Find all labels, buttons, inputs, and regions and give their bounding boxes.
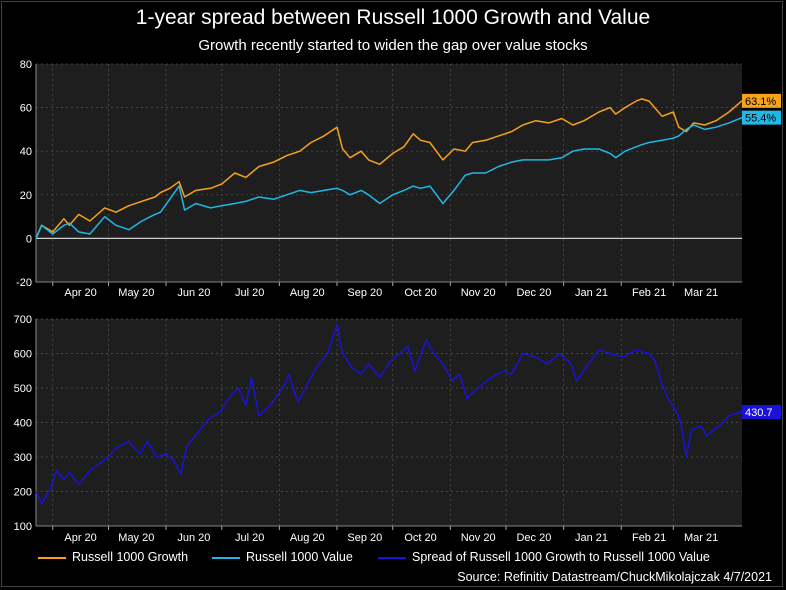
series-line-1: [35, 323, 743, 505]
x-tick-label: Jun 20: [177, 532, 210, 544]
x-tick-label: Oct 20: [404, 532, 436, 544]
panel-1: 80 60 40 20 0 -20 Apr 20 May 20 Jun 20 Jul 20 Aug …: [16, 59, 781, 299]
x-tick-label: Jan 21: [575, 532, 608, 544]
end-value-label: 55.4%: [745, 113, 776, 125]
end-value-badge: [742, 93, 781, 108]
x-tick-label: Dec 20: [516, 287, 551, 299]
x-tick-label: Apr 20: [64, 287, 96, 299]
x-tick-label: Nov 20: [461, 532, 496, 544]
x-tick-label: May 20: [118, 532, 154, 544]
y-tick-label: 60: [20, 103, 32, 115]
chart-title: 1-year spread between Russell 1000 Growt…: [135, 6, 651, 29]
legend-label-spread: Spread of Russell 1000 Growth to Russell…: [412, 550, 710, 564]
x-tick-label: Mar 21: [684, 532, 718, 544]
x-tick-label: Mar 21: [684, 287, 718, 299]
legend-swatch-growth: [38, 556, 66, 559]
y-tick-label: 80: [20, 59, 32, 71]
series-line-2: [35, 116, 743, 239]
x-tick-label: Jul 20: [235, 287, 264, 299]
x-tick-label: Aug 20: [290, 287, 325, 299]
x-tick-label: Dec 20: [516, 532, 551, 544]
chart-subtitle: Growth recently started to widen the gap…: [198, 37, 588, 54]
y-tick-label: 600: [14, 349, 32, 361]
x-tick-label: Sep 20: [347, 532, 382, 544]
legend-item-growth: Russell 1000 Growth: [38, 550, 188, 568]
x-tick-label: Sep 20: [347, 287, 382, 299]
x-tick-label: Feb 21: [632, 532, 666, 544]
y-tick-label: 400: [14, 418, 32, 430]
y-tick-label: 40: [20, 146, 32, 158]
legend-item-spread: Spread of Russell 1000 Growth to Russell…: [378, 550, 710, 568]
end-value-label: 63.1%: [745, 96, 776, 108]
end-value-label: 430.7: [745, 407, 773, 419]
y-tick-label: 0: [26, 233, 32, 245]
x-tick-label: Jan 21: [575, 287, 608, 299]
y-tick-label: 300: [14, 452, 32, 464]
x-tick-label: Nov 20: [461, 287, 496, 299]
x-tick-label: Jun 20: [177, 287, 210, 299]
plot-area: [36, 64, 742, 282]
panel-2: 700 600 500 400 300 200 100 Apr 20 May 20 Jun 20 J…: [14, 314, 781, 544]
x-tick-label: Apr 20: [64, 532, 96, 544]
y-tick-label: 100: [14, 521, 32, 533]
end-value-badge: [742, 110, 781, 125]
y-tick-label: 700: [14, 314, 32, 326]
end-value-badge: [742, 404, 781, 419]
y-tick-label: 200: [14, 487, 32, 499]
x-tick-label: Jul 20: [235, 532, 264, 544]
x-tick-label: May 20: [118, 287, 154, 299]
legend-swatch-value: [212, 556, 240, 559]
x-tick-label: Oct 20: [404, 287, 436, 299]
legend-label-value: Russell 1000 Value: [246, 550, 353, 564]
y-tick-label: -20: [16, 277, 32, 289]
legend-label-growth: Russell 1000 Growth: [72, 550, 189, 564]
y-tick-label: 20: [20, 190, 32, 202]
y-tick-label: 500: [14, 383, 32, 395]
x-tick-label: Aug 20: [290, 532, 325, 544]
series-line-1: [35, 98, 743, 239]
plot-area: [36, 319, 742, 526]
source-note: Source: Refinitiv Datastream/ChuckMikola…: [457, 570, 772, 584]
legend-item-value: Russell 1000 Value: [212, 550, 353, 568]
legend-swatch-spread: [378, 556, 406, 559]
x-tick-label: Feb 21: [632, 287, 666, 299]
